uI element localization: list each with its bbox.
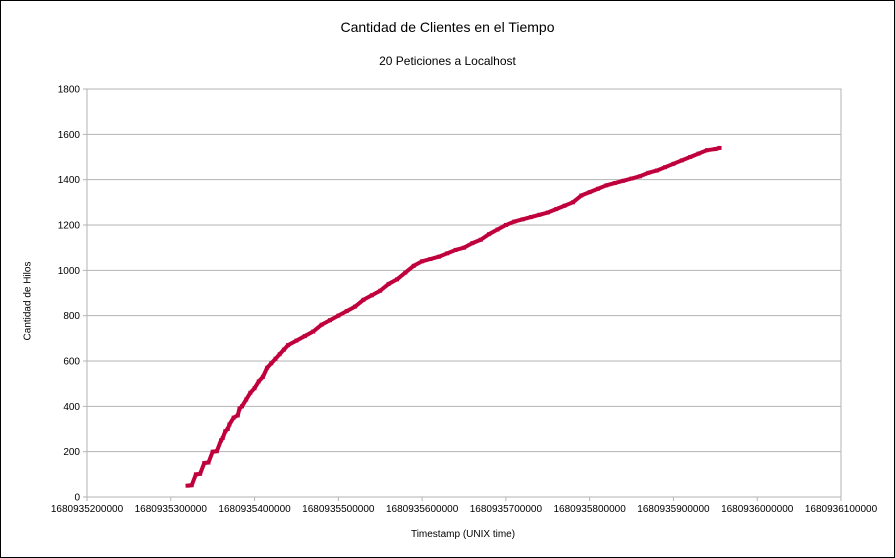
x-tick-label: 1680935200000: [51, 504, 124, 515]
y-tick-label: 400: [63, 402, 80, 413]
x-axis-label: Timestamp (UNIX time): [410, 529, 516, 540]
y-tick-label: 1800: [58, 85, 81, 96]
y-tick-label: 1200: [58, 221, 81, 232]
plot-border: [86, 88, 842, 498]
y-tick-label: 800: [63, 311, 80, 322]
axes: [83, 88, 842, 501]
data-points: [185, 145, 722, 488]
x-tick-label: 1680935800000: [554, 504, 627, 515]
x-tick-label: 1680936100000: [805, 504, 878, 515]
x-tick-label: 1680935700000: [470, 504, 543, 515]
x-tick-label: 1680935300000: [135, 504, 208, 515]
y-tick-label: 1600: [58, 130, 81, 141]
y-tick-label: 200: [63, 447, 80, 458]
y-tick-label: 0: [74, 493, 80, 504]
y-tick-labels: 0 200 400 600 800 1000 1200 1400 1600 1800: [58, 85, 81, 504]
chart-subtitle: 20 Peticiones a Localhost: [379, 54, 516, 68]
data-point: [252, 386, 257, 391]
x-tick-label: 1680935500000: [302, 504, 375, 515]
x-tick-label: 1680936000000: [721, 504, 794, 515]
chart-title: Cantidad de Clientes en el Tiempo: [340, 19, 555, 35]
y-tick-label: 600: [63, 357, 80, 368]
x-tick-labels: 1680935200000 1680935300000 1680935400000 1…: [51, 504, 878, 515]
x-tick-label: 1680935900000: [637, 504, 710, 515]
y-tick-label: 1400: [58, 175, 81, 186]
x-tick-label: 1680935600000: [386, 504, 459, 515]
x-tick-label: 1680935400000: [218, 504, 291, 515]
y-tick-label: 1000: [58, 266, 81, 277]
grid-lines: [87, 88, 841, 498]
data-point: [717, 145, 722, 150]
